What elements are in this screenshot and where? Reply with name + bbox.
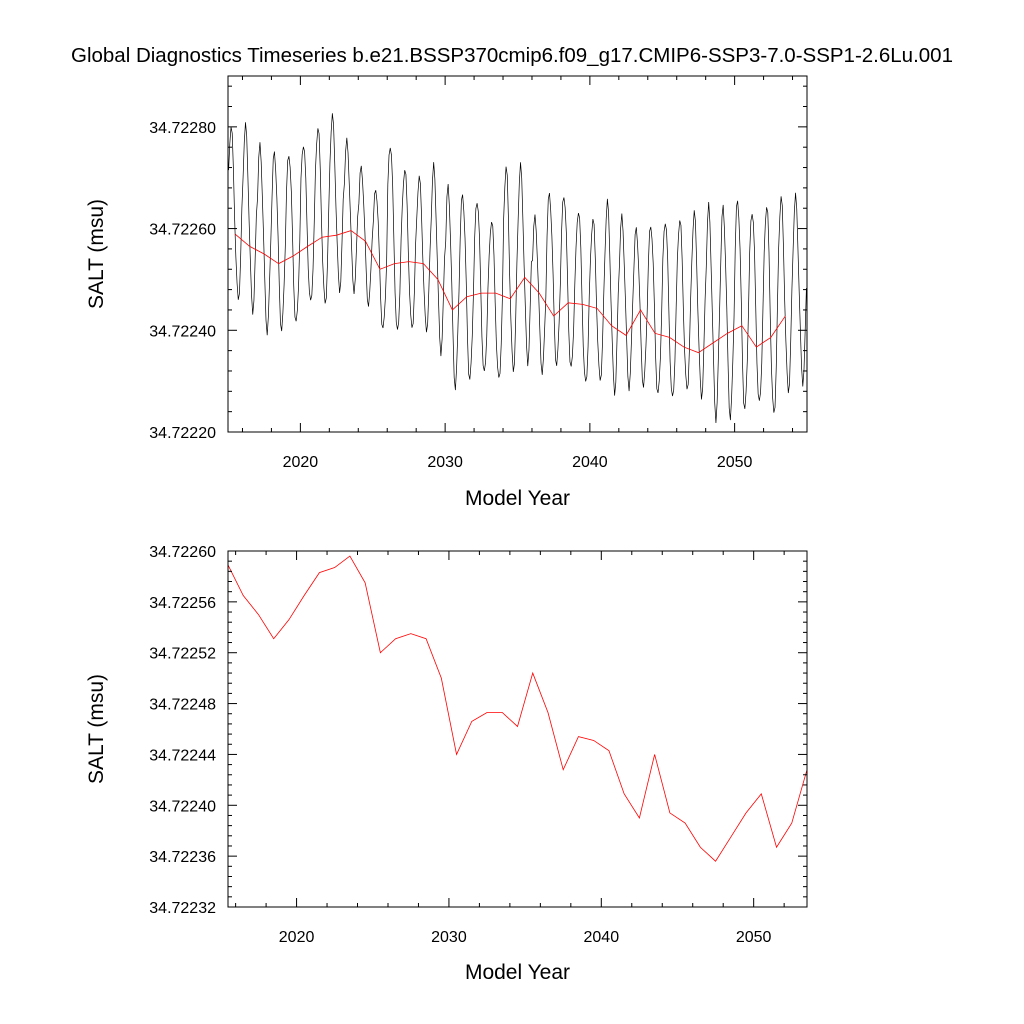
x-tick-label: 2020 xyxy=(279,929,315,946)
y-tick-label: 34.72280 xyxy=(149,120,216,137)
bottom-x-axis-label: Model Year xyxy=(465,961,570,984)
annual-mean-salinity-line xyxy=(234,230,786,354)
top-y-axis-label: SALT (msu) xyxy=(85,199,108,309)
top-x-axis-label: Model Year xyxy=(465,487,570,510)
y-tick-label: 34.72260 xyxy=(149,544,216,561)
x-tick-label: 2050 xyxy=(717,454,753,471)
top-axis-ticks xyxy=(228,76,807,433)
y-tick-label: 34.72240 xyxy=(149,798,216,815)
y-tick-label: 34.72252 xyxy=(149,646,216,663)
bottom-plot-frame xyxy=(227,550,808,908)
y-tick-label: 34.72240 xyxy=(149,323,216,340)
bottom-tick-labels: 2020 2030 2040 2050 34.72232 34.72236 34.72240… xyxy=(149,544,771,946)
bottom-y-axis-label: SALT (msu) xyxy=(85,674,108,784)
y-tick-label: 34.72260 xyxy=(149,222,216,239)
y-tick-label: 34.72244 xyxy=(149,747,216,764)
top-plot-frame xyxy=(227,75,808,433)
x-tick-label: 2030 xyxy=(427,454,463,471)
figure-title: Global Diagnostics Timeseries b.e21.BSSP… xyxy=(71,44,953,67)
x-tick-label: 2050 xyxy=(736,929,772,946)
top-chart-panel: 2020 2030 2040 2050 34.72220 34.72240 34.72260… xyxy=(85,75,808,510)
annual-mean-series-layer xyxy=(227,555,808,862)
y-tick-label: 34.72232 xyxy=(149,900,216,917)
y-tick-label: 34.72256 xyxy=(149,595,216,612)
x-tick-label: 2030 xyxy=(431,929,467,946)
x-tick-label: 2020 xyxy=(283,454,319,471)
monthly-series-layer xyxy=(228,113,807,424)
x-tick-label: 2040 xyxy=(584,929,620,946)
y-tick-label: 34.72248 xyxy=(149,697,216,714)
annual-mean-salinity-line xyxy=(227,555,808,862)
annual-mean-series-layer xyxy=(234,230,786,354)
top-tick-labels: 2020 2030 2040 2050 34.72220 34.72240 34.72260… xyxy=(149,120,752,471)
monthly-salinity-line xyxy=(228,113,807,424)
bottom-axis-ticks xyxy=(228,550,807,908)
y-tick-label: 34.72236 xyxy=(149,849,216,866)
x-tick-label: 2040 xyxy=(572,454,608,471)
bottom-chart-panel: 2020 2030 2040 2050 34.72232 34.72236 34.72240… xyxy=(85,544,808,984)
y-tick-label: 34.72220 xyxy=(149,425,216,442)
